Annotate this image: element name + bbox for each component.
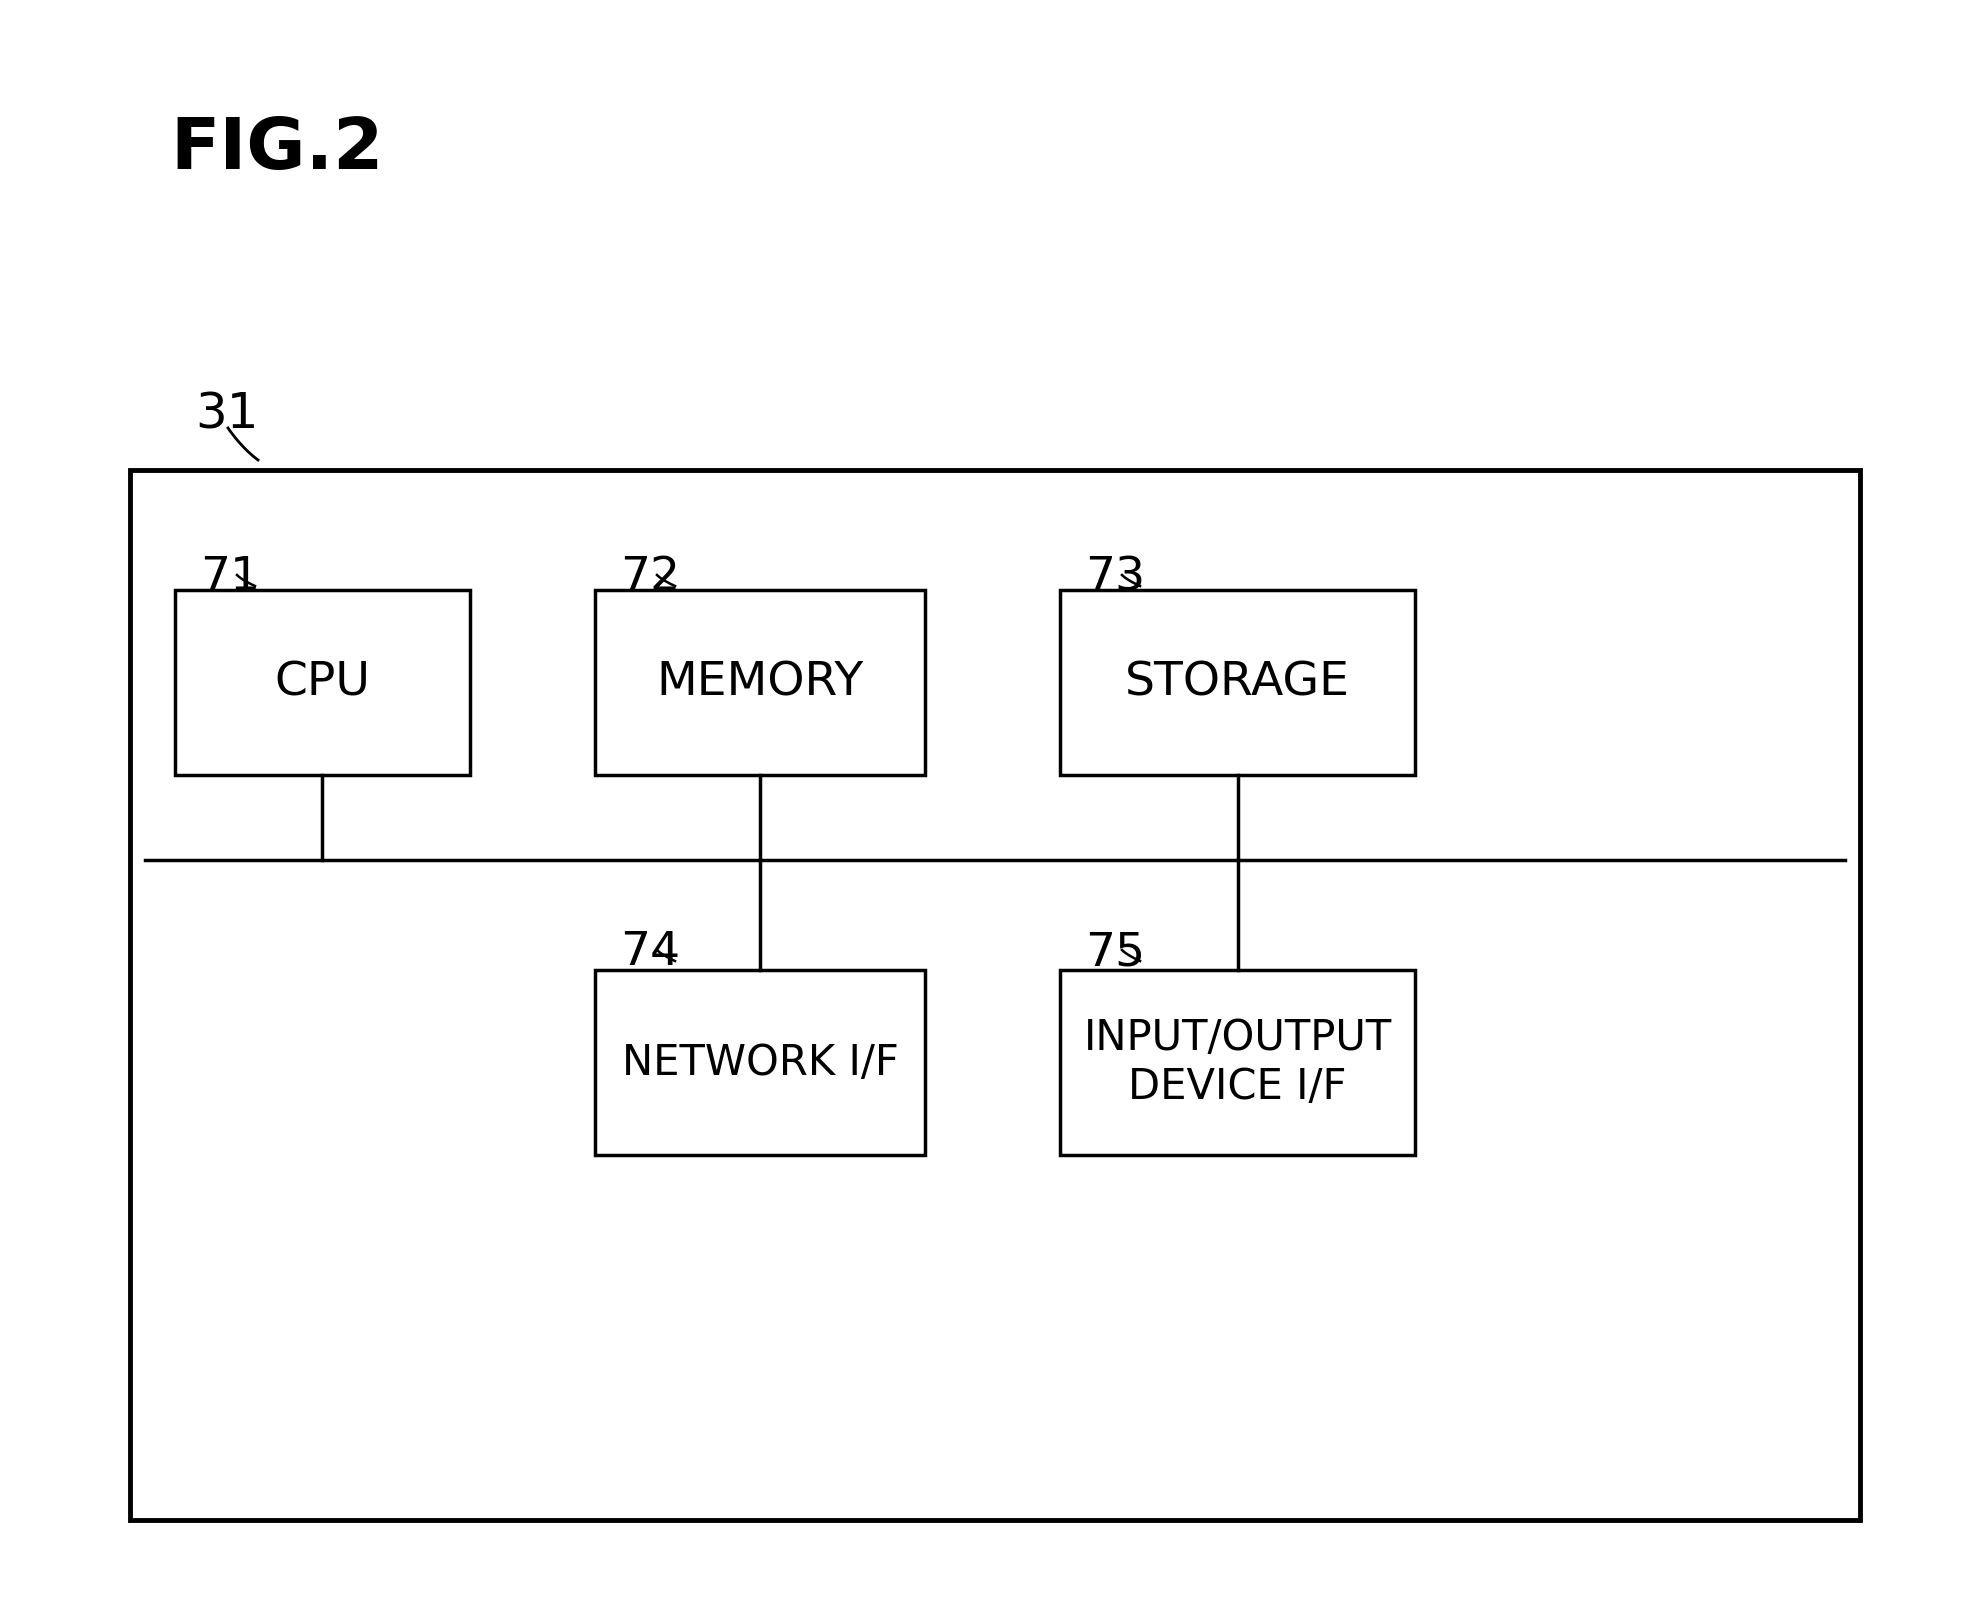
- Text: MEMORY: MEMORY: [656, 660, 864, 705]
- Text: INPUT/OUTPUT
DEVICE I/F: INPUT/OUTPUT DEVICE I/F: [1083, 1017, 1391, 1108]
- Bar: [1059, 590, 1415, 775]
- Text: 72: 72: [620, 555, 680, 600]
- Bar: [594, 590, 926, 775]
- Text: FIG.2: FIG.2: [171, 115, 383, 184]
- Bar: [1059, 970, 1415, 1155]
- Text: 73: 73: [1085, 555, 1145, 600]
- Bar: [175, 590, 471, 775]
- Text: 31: 31: [195, 390, 258, 438]
- Text: STORAGE: STORAGE: [1125, 660, 1349, 705]
- Bar: [129, 471, 1860, 1520]
- Text: CPU: CPU: [274, 660, 370, 705]
- Text: 71: 71: [201, 555, 260, 600]
- Text: 75: 75: [1085, 930, 1145, 975]
- Text: NETWORK I/F: NETWORK I/F: [622, 1041, 898, 1083]
- Bar: [594, 970, 926, 1155]
- Text: 74: 74: [620, 930, 680, 975]
